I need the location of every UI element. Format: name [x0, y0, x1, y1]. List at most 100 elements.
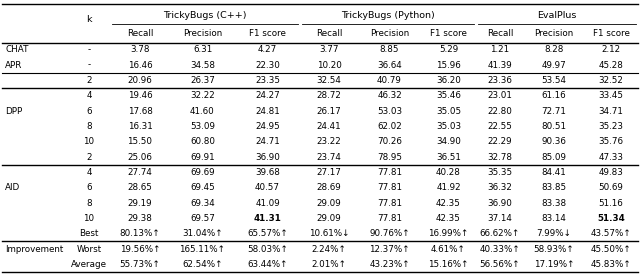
- Text: 78.95: 78.95: [377, 153, 402, 161]
- Text: 83.85: 83.85: [541, 183, 566, 192]
- Text: TrickyBugs (Python): TrickyBugs (Python): [341, 12, 435, 21]
- Text: 4.61%↑: 4.61%↑: [431, 244, 466, 253]
- Text: 15.96: 15.96: [436, 61, 461, 70]
- Text: 23.22: 23.22: [317, 137, 341, 146]
- Text: TrickyBugs (C++): TrickyBugs (C++): [163, 12, 247, 21]
- Text: 3.77: 3.77: [319, 45, 339, 54]
- Text: 35.35: 35.35: [488, 168, 513, 177]
- Text: -: -: [88, 61, 91, 70]
- Text: Improvement: Improvement: [5, 244, 63, 253]
- Text: 22.30: 22.30: [255, 61, 280, 70]
- Text: DPP: DPP: [5, 107, 22, 116]
- Text: 19.56%↑: 19.56%↑: [120, 244, 160, 253]
- Text: 46.32: 46.32: [377, 91, 402, 100]
- Text: 77.81: 77.81: [377, 183, 402, 192]
- Text: CHAT: CHAT: [5, 45, 29, 54]
- Text: 23.36: 23.36: [488, 76, 513, 85]
- Text: 6.31: 6.31: [193, 45, 212, 54]
- Text: 77.81: 77.81: [377, 168, 402, 177]
- Text: 7.99%↓: 7.99%↓: [536, 229, 572, 238]
- Text: 69.57: 69.57: [190, 214, 215, 223]
- Text: 16.99%↑: 16.99%↑: [428, 229, 468, 238]
- Text: 32.22: 32.22: [190, 91, 215, 100]
- Text: 35.03: 35.03: [436, 122, 461, 131]
- Text: 80.51: 80.51: [541, 122, 566, 131]
- Text: 31.04%↑: 31.04%↑: [182, 229, 223, 238]
- Text: 41.60: 41.60: [190, 107, 215, 116]
- Text: 2.01%↑: 2.01%↑: [312, 260, 346, 269]
- Text: 77.81: 77.81: [377, 198, 402, 207]
- Text: 24.71: 24.71: [255, 137, 280, 146]
- Text: 29.38: 29.38: [127, 214, 152, 223]
- Text: 80.13%↑: 80.13%↑: [120, 229, 161, 238]
- Text: 42.35: 42.35: [436, 198, 461, 207]
- Text: 45.50%↑: 45.50%↑: [591, 244, 632, 253]
- Text: 34.90: 34.90: [436, 137, 461, 146]
- Text: 8.28: 8.28: [544, 45, 564, 54]
- Text: Precision: Precision: [370, 28, 409, 38]
- Text: 36.51: 36.51: [436, 153, 461, 161]
- Text: 32.78: 32.78: [488, 153, 513, 161]
- Text: 63.44%↑: 63.44%↑: [247, 260, 288, 269]
- Text: 51.34: 51.34: [597, 214, 625, 223]
- Text: 2.12: 2.12: [602, 45, 621, 54]
- Text: 45.83%↑: 45.83%↑: [591, 260, 632, 269]
- Text: 85.09: 85.09: [541, 153, 566, 161]
- Text: 69.69: 69.69: [190, 168, 215, 177]
- Text: k: k: [86, 16, 92, 24]
- Text: 77.81: 77.81: [377, 214, 402, 223]
- Text: 32.54: 32.54: [317, 76, 341, 85]
- Text: 23.74: 23.74: [317, 153, 341, 161]
- Text: 3.78: 3.78: [131, 45, 150, 54]
- Text: 45.28: 45.28: [598, 61, 623, 70]
- Text: 35.05: 35.05: [436, 107, 461, 116]
- Text: 40.33%↑: 40.33%↑: [479, 244, 520, 253]
- Text: 17.19%↑: 17.19%↑: [534, 260, 574, 269]
- Text: 1.21: 1.21: [490, 45, 509, 54]
- Text: 62.54%↑: 62.54%↑: [182, 260, 223, 269]
- Text: 6: 6: [86, 107, 92, 116]
- Text: F1 score: F1 score: [593, 28, 629, 38]
- Text: Average: Average: [71, 260, 107, 269]
- Text: 2.24%↑: 2.24%↑: [312, 244, 346, 253]
- Text: 40.28: 40.28: [436, 168, 461, 177]
- Text: 90.36: 90.36: [541, 137, 566, 146]
- Text: 83.38: 83.38: [541, 198, 566, 207]
- Text: 36.20: 36.20: [436, 76, 461, 85]
- Text: 24.95: 24.95: [255, 122, 280, 131]
- Text: 29.09: 29.09: [317, 198, 341, 207]
- Text: 69.45: 69.45: [190, 183, 215, 192]
- Text: 47.33: 47.33: [598, 153, 623, 161]
- Text: 29.19: 29.19: [128, 198, 152, 207]
- Text: 35.46: 35.46: [436, 91, 461, 100]
- Text: 12.37%↑: 12.37%↑: [369, 244, 410, 253]
- Text: 49.97: 49.97: [541, 61, 566, 70]
- Text: AID: AID: [5, 183, 20, 192]
- Text: 28.65: 28.65: [127, 183, 152, 192]
- Text: 69.91: 69.91: [190, 153, 215, 161]
- Text: 28.69: 28.69: [317, 183, 341, 192]
- Text: Recall: Recall: [316, 28, 342, 38]
- Text: 36.90: 36.90: [488, 198, 513, 207]
- Text: 27.17: 27.17: [317, 168, 341, 177]
- Text: 42.35: 42.35: [436, 214, 461, 223]
- Text: 33.45: 33.45: [598, 91, 623, 100]
- Text: 53.54: 53.54: [541, 76, 566, 85]
- Text: Precision: Precision: [183, 28, 222, 38]
- Text: 25.06: 25.06: [127, 153, 152, 161]
- Text: 40.79: 40.79: [377, 76, 402, 85]
- Text: 60.80: 60.80: [190, 137, 215, 146]
- Text: 70.26: 70.26: [377, 137, 402, 146]
- Text: 8: 8: [86, 198, 92, 207]
- Text: 43.57%↑: 43.57%↑: [591, 229, 632, 238]
- Text: 50.69: 50.69: [598, 183, 623, 192]
- Text: 34.71: 34.71: [598, 107, 623, 116]
- Text: 16.31: 16.31: [127, 122, 152, 131]
- Text: 29.09: 29.09: [317, 214, 341, 223]
- Text: 19.46: 19.46: [128, 91, 152, 100]
- Text: 10.61%↓: 10.61%↓: [308, 229, 349, 238]
- Text: 20.96: 20.96: [127, 76, 152, 85]
- Text: 24.27: 24.27: [255, 91, 280, 100]
- Text: 58.93%↑: 58.93%↑: [534, 244, 574, 253]
- Text: 39.68: 39.68: [255, 168, 280, 177]
